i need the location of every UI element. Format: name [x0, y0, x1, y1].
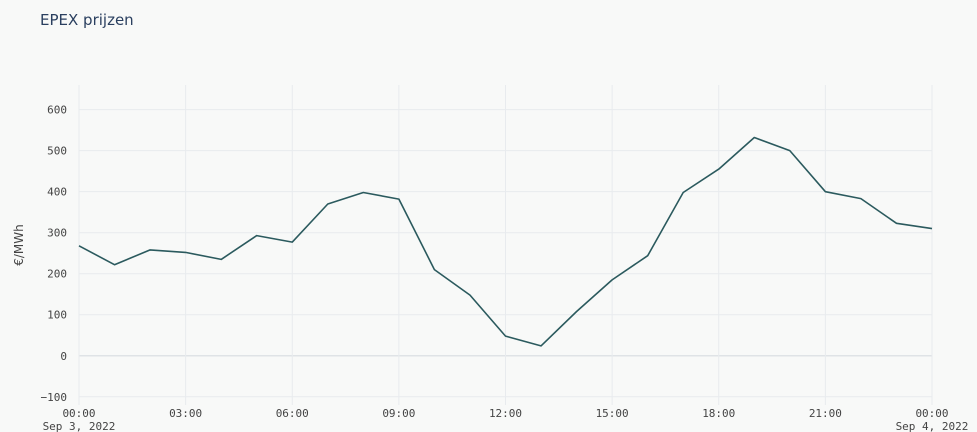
data-point[interactable] [502, 332, 510, 340]
data-point[interactable] [679, 188, 687, 196]
data-point[interactable] [217, 255, 225, 263]
data-point[interactable] [466, 291, 474, 299]
x-tick-label: 06:00 [276, 407, 309, 420]
data-point[interactable] [75, 242, 83, 250]
data-point[interactable] [537, 342, 545, 350]
y-tick-label: 200 [47, 268, 67, 281]
data-point[interactable] [253, 232, 261, 240]
x-tick-label: 12:00 [489, 407, 522, 420]
y-tick-label: 0 [60, 350, 67, 363]
x-tick-date-label: Sep 3, 2022 [43, 420, 116, 432]
x-tick-label: 00:00 [915, 407, 948, 420]
y-tick-label: 300 [47, 227, 67, 240]
data-point[interactable] [715, 165, 723, 173]
data-point[interactable] [786, 147, 794, 155]
price-line [78, 136, 933, 347]
x-tick-label: 00:00 [62, 407, 95, 420]
data-point[interactable] [928, 225, 936, 233]
x-tick-label: 09:00 [382, 407, 415, 420]
data-point[interactable] [857, 195, 865, 203]
x-tick-date-label: Sep 4, 2022 [896, 420, 969, 432]
y-tick-label: 100 [47, 309, 67, 322]
x-tick-label: 18:00 [702, 407, 735, 420]
data-point[interactable] [359, 188, 367, 196]
y-tick-label: −100 [41, 391, 68, 404]
data-point[interactable] [146, 246, 154, 254]
y-axis-title: €/MWh [12, 224, 26, 266]
y-tick-label: 500 [47, 145, 67, 158]
data-point[interactable] [111, 261, 119, 269]
data-point[interactable] [821, 188, 829, 196]
data-point[interactable] [750, 134, 758, 142]
y-tick-label: 600 [47, 104, 67, 117]
data-point[interactable] [644, 252, 652, 260]
data-point[interactable] [430, 266, 438, 274]
data-point[interactable] [288, 238, 296, 246]
data-point[interactable] [324, 200, 332, 208]
chart-title: EPEX prijzen [40, 11, 134, 29]
x-tick-label: 15:00 [596, 407, 629, 420]
x-tick-label: 03:00 [169, 407, 202, 420]
data-point[interactable] [395, 195, 403, 203]
y-tick-label: 400 [47, 186, 67, 199]
data-point[interactable] [182, 248, 190, 256]
data-point[interactable] [608, 276, 616, 284]
data-point[interactable] [892, 219, 900, 227]
data-point[interactable] [573, 307, 581, 315]
x-tick-label: 21:00 [809, 407, 842, 420]
